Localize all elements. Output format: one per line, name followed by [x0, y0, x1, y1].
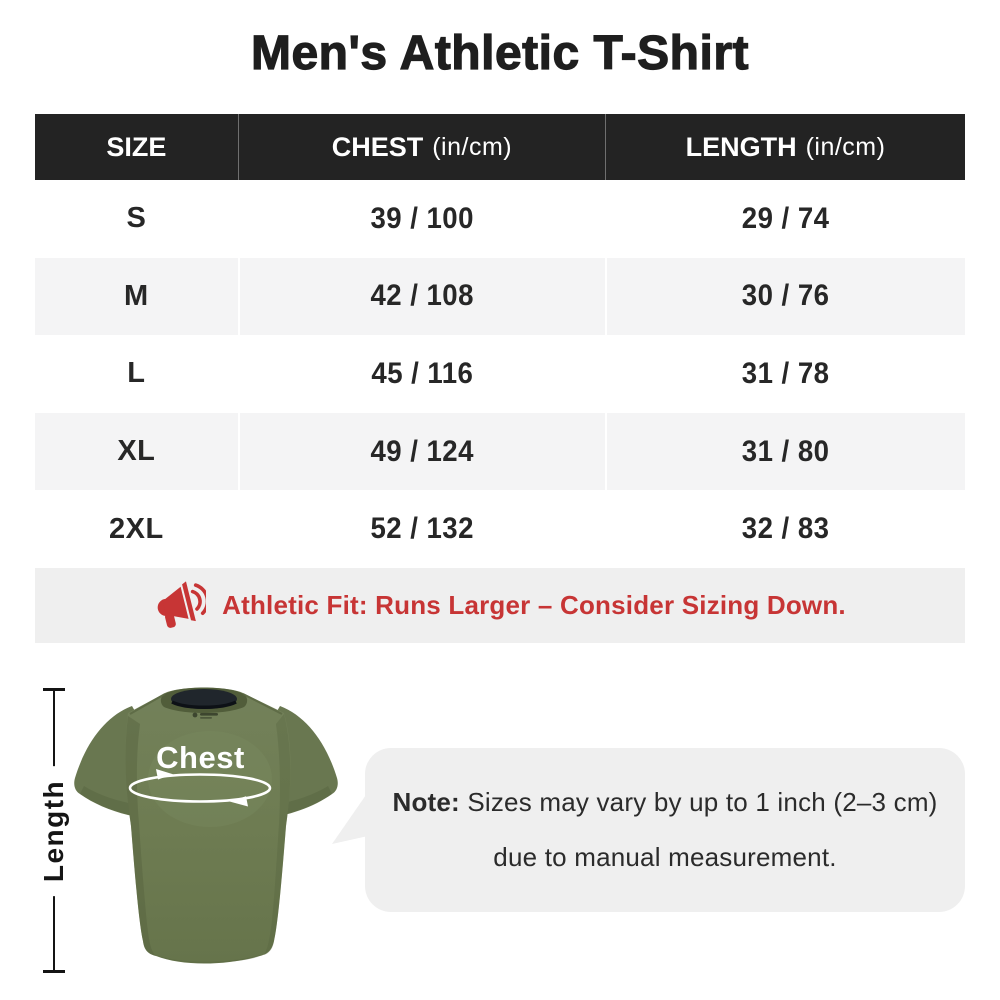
chest-value: 42 / 108 [370, 279, 475, 313]
chest-value: 49 / 124 [370, 434, 475, 468]
cell-length: 32 / 83 [605, 490, 965, 568]
header-length-unit: (in/cm) [805, 132, 886, 161]
chest-value: 39 / 100 [370, 201, 475, 235]
length-measure-line: Length [34, 688, 74, 973]
cell-chest: 49 / 124 [237, 412, 605, 491]
cell-length: 30 / 76 [605, 257, 965, 336]
size-table-header: SIZE CHEST (in/cm) LENGTH (in/cm) [35, 114, 965, 180]
fit-note-strip: Athletic Fit: Runs Larger – Consider Siz… [35, 567, 965, 643]
cell-size: L [127, 357, 146, 390]
arrow-left [230, 796, 248, 807]
chest-value: 52 / 132 [370, 512, 475, 546]
header-cell-size: SIZE [35, 114, 238, 180]
length-value: 31 / 78 [742, 356, 830, 390]
cell-size: M [124, 279, 149, 312]
header-length-label: LENGTH [685, 131, 797, 162]
megaphone-icon [157, 581, 207, 629]
arrow-right [156, 769, 173, 780]
note-bubble: Note: Sizes may vary by up to 1 inch (2–… [332, 748, 965, 912]
size-table-body: S 39 / 100 29 / 74 M 42 / 108 30 / 76 L … [35, 180, 965, 568]
table-row-m: M 42 / 108 30 / 76 [35, 257, 965, 336]
chest-value: 45 / 116 [371, 356, 474, 390]
cell-size: S [126, 202, 147, 235]
length-value: 30 / 76 [742, 279, 830, 313]
chest-measure-ellipse [128, 769, 272, 807]
cell-chest: 45 / 116 [237, 335, 605, 413]
note-line1-text: Sizes may vary by up to 1 inch (2–3 cm) [459, 787, 938, 817]
cell-chest: 52 / 132 [237, 490, 605, 568]
fit-note-text: Athletic Fit: Runs Larger – Consider Siz… [222, 589, 846, 620]
header-cell-length: LENGTH (in/cm) [605, 114, 965, 180]
table-row-l: L 45 / 116 31 / 78 [35, 335, 965, 413]
cell-chest: 42 / 108 [237, 257, 605, 336]
cell-length: 29 / 74 [605, 180, 965, 258]
bubble-tail [332, 792, 368, 844]
header-chest-label: CHEST [331, 131, 424, 162]
table-row-xl: XL 49 / 124 31 / 80 [35, 412, 965, 491]
cell-size: XL [117, 435, 156, 468]
header-chest-unit: (in/cm) [432, 132, 513, 161]
note-prefix: Note: [392, 787, 460, 817]
cell-chest: 39 / 100 [237, 180, 605, 258]
length-line-cap-bottom [43, 970, 65, 973]
cell-length: 31 / 78 [605, 335, 965, 413]
table-row-s: S 39 / 100 29 / 74 [35, 180, 965, 258]
cell-length: 31 / 80 [605, 412, 965, 491]
page-title: Men's Athletic T-Shirt [250, 26, 749, 80]
header-cell-chest: CHEST (in/cm) [237, 114, 605, 180]
length-value: 31 / 80 [742, 434, 830, 468]
tshirt-illustration [74, 687, 338, 964]
table-row-2xl: 2XL 52 / 132 32 / 83 [35, 490, 965, 568]
length-value: 32 / 83 [742, 512, 830, 546]
note-line-1: Note: Sizes may vary by up to 1 inch (2–… [392, 787, 937, 818]
length-line-cap-top [43, 688, 65, 691]
header-size-label: SIZE [106, 131, 167, 162]
brand-logo [192, 712, 218, 719]
shirt-body [125, 687, 291, 964]
length-value: 29 / 74 [742, 201, 830, 235]
size-table: SIZE CHEST (in/cm) LENGTH (in/cm) S 39 /… [35, 114, 965, 643]
note-bubble-content: Note: Sizes may vary by up to 1 inch (2–… [365, 748, 965, 912]
chest-label: Chest [156, 740, 245, 775]
note-line-2: due to manual measurement. [493, 842, 837, 872]
cell-size: 2XL [109, 512, 164, 545]
